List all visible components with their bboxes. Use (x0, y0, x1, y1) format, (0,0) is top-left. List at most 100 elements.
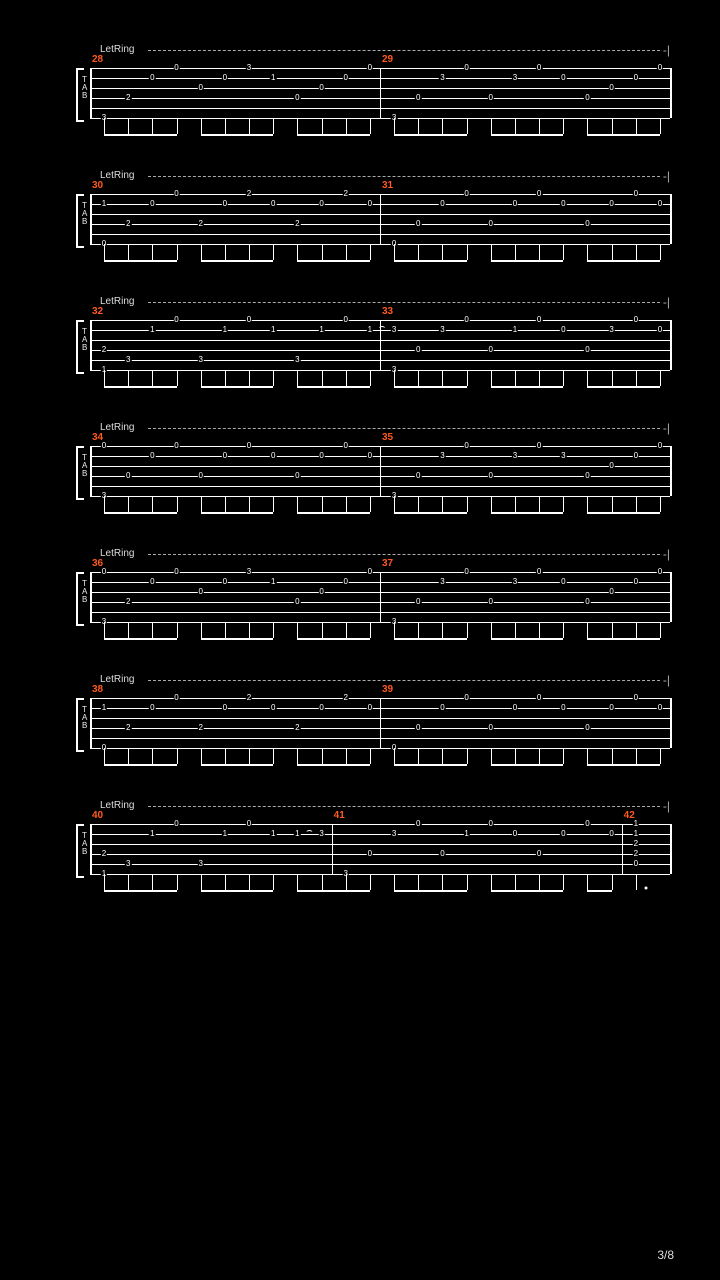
note-stem (128, 370, 129, 386)
note-stem (104, 496, 105, 512)
note-stem (201, 874, 202, 890)
letring-end: -| (661, 295, 670, 309)
fret-number: 3 (318, 830, 324, 838)
beam (297, 512, 370, 514)
note-stem (660, 370, 661, 386)
tab-clef: TAB (82, 454, 86, 478)
note-stem (225, 748, 226, 764)
tab-staff: TAB38390120020202020000000000000 (90, 698, 670, 768)
barline (90, 194, 92, 244)
staff-lines: 34353000000000000303003030000 (90, 446, 670, 496)
fret-number: 0 (197, 472, 203, 480)
beam (394, 890, 467, 892)
fret-number: 0 (439, 850, 445, 858)
fret-number: 3 (197, 356, 203, 364)
barline (670, 824, 672, 874)
letring-end: -| (661, 547, 670, 561)
note-stem (612, 118, 613, 134)
barline (90, 572, 92, 622)
letring-line (148, 554, 670, 555)
note-stem (104, 118, 105, 134)
fret-number: 0 (439, 200, 445, 208)
note-stem (104, 370, 105, 386)
note-stem (491, 244, 492, 260)
fret-number: 2 (101, 850, 107, 858)
letring-marker: LetRing-| (90, 796, 670, 820)
fret-number: 0 (246, 442, 252, 450)
fret-number: 0 (608, 588, 614, 596)
note-stem (467, 874, 468, 890)
note-stem (346, 370, 347, 386)
fret-number: 0 (343, 578, 349, 586)
string-line (90, 854, 670, 855)
fret-number: 1 (270, 830, 276, 838)
fret-number: 0 (633, 860, 639, 868)
note-stem (467, 496, 468, 512)
fret-number: 3 (512, 74, 518, 82)
note-stem (273, 244, 274, 260)
note-stem (225, 244, 226, 260)
fret-number: 0 (512, 704, 518, 712)
letring-line (148, 176, 670, 177)
beam (297, 890, 370, 892)
beam (104, 512, 177, 514)
fret-number: 0 (270, 704, 276, 712)
tab-system: LetRing-|TAB3637302000031000030300300000… (90, 544, 670, 642)
note-stem (612, 496, 613, 512)
note-stem (418, 874, 419, 890)
measure-number: 35 (382, 432, 393, 443)
fret-number: 0 (488, 820, 494, 828)
staff-lines: 30310120020202020000000000000 (90, 194, 670, 244)
barline (90, 698, 92, 748)
beam (587, 134, 660, 136)
fret-number: 0 (488, 220, 494, 228)
fret-number: 0 (343, 74, 349, 82)
fret-number: 2 (197, 724, 203, 732)
beam (491, 512, 564, 514)
note-stem (563, 748, 564, 764)
beam (297, 386, 370, 388)
note-stem (201, 118, 202, 134)
fret-number: 0 (294, 94, 300, 102)
beam (394, 764, 467, 766)
fret-number: 0 (246, 820, 252, 828)
note-stem (515, 370, 516, 386)
note-stem (612, 874, 613, 890)
fret-number: 1 (222, 326, 228, 334)
note-stem (539, 874, 540, 890)
tab-system: LetRing-|TAB3839012002020202000000000000… (90, 670, 670, 768)
beam (201, 260, 274, 262)
measure-number: 38 (92, 684, 103, 695)
note-stem (273, 874, 274, 890)
note-stem (515, 622, 516, 638)
note-stem (587, 244, 588, 260)
fret-number: 0 (608, 704, 614, 712)
note-stem (636, 370, 637, 386)
barline (90, 824, 92, 874)
fret-number: 0 (367, 568, 373, 576)
fret-number: 1 (149, 326, 155, 334)
beam (394, 386, 467, 388)
measure-number: 31 (382, 180, 393, 191)
note-stem (636, 622, 637, 638)
fret-number: 2 (343, 190, 349, 198)
fret-number: 0 (294, 472, 300, 480)
fret-number: 0 (536, 850, 542, 858)
fret-number: 0 (343, 442, 349, 450)
fret-number: 0 (463, 694, 469, 702)
note-stem (152, 244, 153, 260)
beam (587, 512, 660, 514)
fret-number: 0 (560, 74, 566, 82)
note-stem (346, 496, 347, 512)
letring-line (148, 50, 670, 51)
note-stem (442, 244, 443, 260)
note-stem (563, 874, 564, 890)
beam (587, 260, 660, 262)
fret-number: 0 (222, 704, 228, 712)
beam (201, 134, 274, 136)
fret-number: 0 (657, 64, 663, 72)
measure-number: 41 (334, 810, 345, 821)
tab-staff: TAB34353000000000000303003030000 (90, 446, 670, 516)
note-stem (563, 370, 564, 386)
fret-number: 1 (270, 74, 276, 82)
